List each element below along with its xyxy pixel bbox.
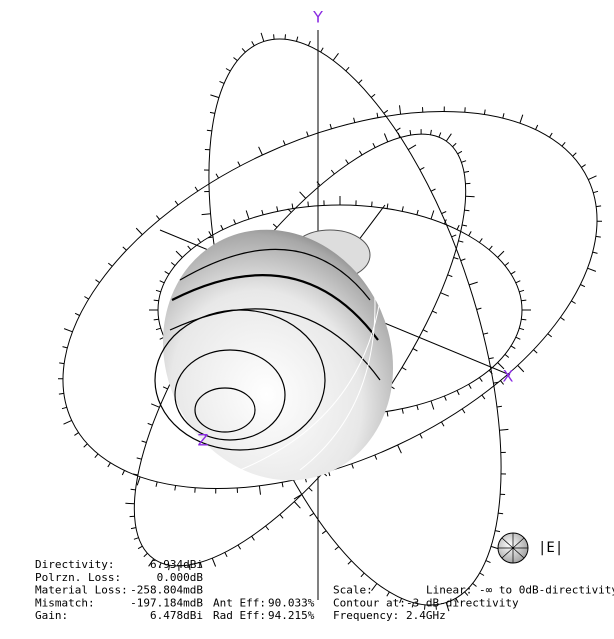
axis-label-z: Z [198, 431, 209, 450]
pattern-solid [154, 229, 394, 481]
info-value: -3 dB-directivity [406, 596, 519, 609]
info-value: 94.215% [268, 609, 315, 622]
info-value: -197.184mdB [130, 596, 203, 609]
info-label: Ant Eff: [213, 596, 266, 609]
info-label: Polrzn. Loss: [35, 571, 121, 584]
info-label: Rad Eff: [213, 609, 266, 622]
info-label: Mismatch: [35, 596, 95, 609]
legend-icon [497, 532, 529, 564]
info-panel: Directivity: 6.934dBi Polrzn. Loss: 0.000dB… [35, 558, 614, 622]
info-label: Contour at: [333, 596, 406, 609]
ring-ticks [58, 105, 602, 495]
info-label: Scale: [333, 584, 373, 597]
axis-label-x: X [503, 367, 514, 386]
info-value: 0.000dB [157, 571, 204, 584]
info-value: Linear: -∞ to 0dB-directivity [426, 584, 614, 597]
axis-label-y: Y [312, 8, 323, 27]
legend-label: |E| [538, 540, 563, 556]
info-value: 6.934dBi [150, 558, 203, 571]
info-value: 2.4GHz [406, 609, 446, 622]
info-label: Material Loss: [35, 584, 128, 597]
info-value: 6.478dBi [150, 609, 203, 622]
info-label: Frequency: [333, 609, 399, 622]
info-value: 90.033% [268, 596, 315, 609]
info-label: Directivity: [35, 558, 114, 571]
info-label: Gain: [35, 609, 68, 622]
info-value: -258.804mdB [130, 584, 203, 597]
